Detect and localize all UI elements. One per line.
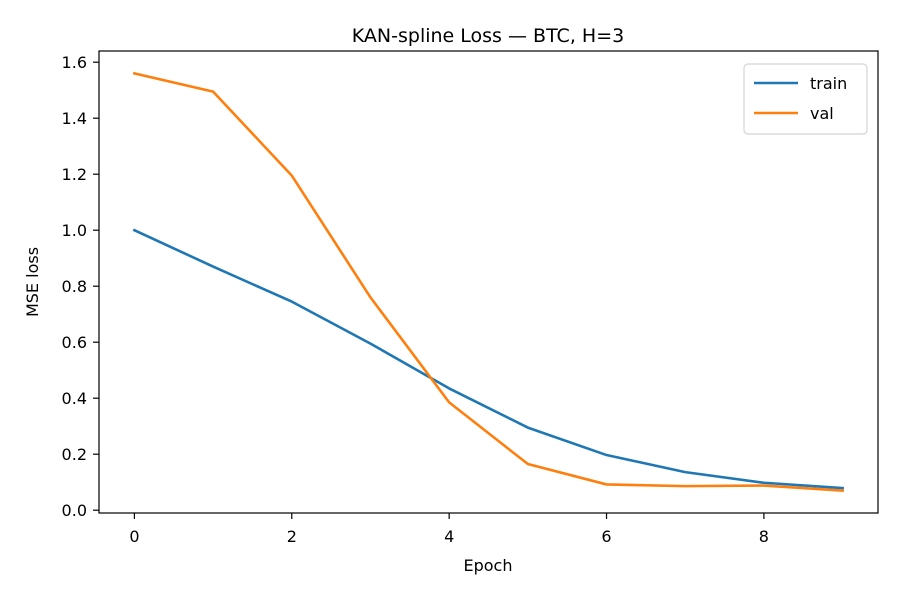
- y-tick-label-0-4: 0.4: [62, 389, 87, 408]
- y-tick-label-0-6: 0.6: [62, 333, 87, 352]
- x-axis-label: Epoch: [464, 556, 513, 575]
- legend-box: [744, 64, 867, 134]
- y-tick-label-0: 0.0: [62, 501, 87, 520]
- chart-title: KAN-spline Loss — BTC, H=3: [352, 25, 624, 47]
- y-tick-label-0-8: 0.8: [62, 277, 87, 296]
- y-tick-label-1: 1.0: [62, 221, 87, 240]
- y-tick-label-0-2: 0.2: [62, 445, 87, 464]
- y-tick-label-1-4: 1.4: [62, 109, 87, 128]
- x-tick-label-2: 2: [287, 527, 297, 546]
- x-tick-label-6: 6: [601, 527, 611, 546]
- legend-label-val: val: [810, 104, 834, 123]
- y-tick-label-1-2: 1.2: [62, 165, 87, 184]
- legend-label-train: train: [810, 74, 847, 93]
- x-tick-label-0: 0: [129, 527, 139, 546]
- legend: train val: [744, 64, 867, 134]
- y-axis-label: MSE loss: [23, 247, 42, 317]
- y-tick-label-1-6: 1.6: [62, 53, 87, 72]
- x-tick-label-8: 8: [759, 527, 769, 546]
- x-tick-label-4: 4: [444, 527, 454, 546]
